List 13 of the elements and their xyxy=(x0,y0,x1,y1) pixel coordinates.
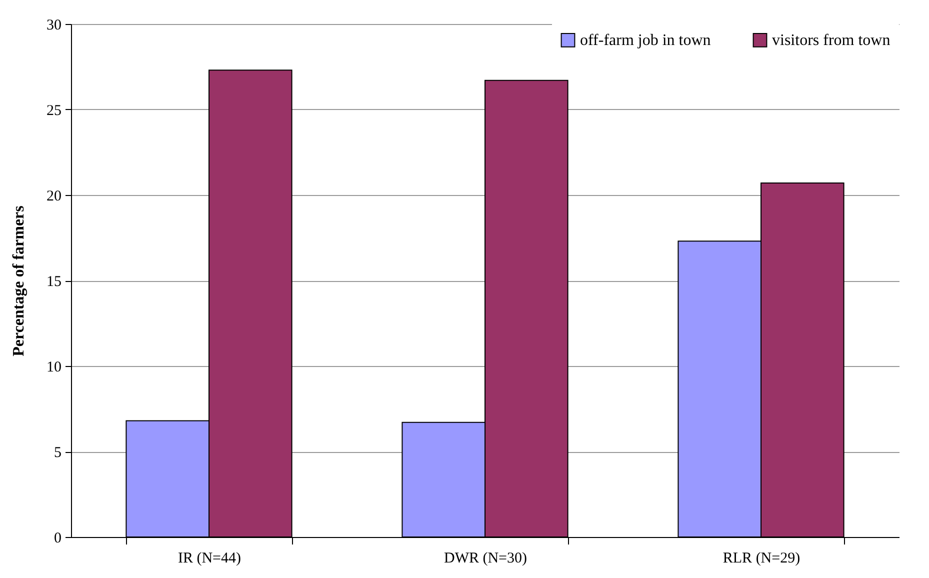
y-tick-label: 15 xyxy=(46,274,62,290)
x-tick-label: RLR (N=29) xyxy=(722,550,800,566)
y-tick-label: 20 xyxy=(46,188,62,204)
x-tick-label: IR (N=44) xyxy=(178,550,242,566)
y-tick-label: 5 xyxy=(54,445,62,461)
y-tick-label: 30 xyxy=(46,18,62,34)
y-axis-title: Percentage of farmers xyxy=(10,206,28,356)
legend-label: off-farm job in town xyxy=(580,32,711,50)
legend-label: visitors from town xyxy=(772,32,890,50)
x-tick-label: DWR (N=30) xyxy=(444,550,528,566)
y-tick-label: 0 xyxy=(54,530,62,546)
y-tick-label: 10 xyxy=(46,360,62,376)
y-tick-label: 25 xyxy=(46,103,62,119)
